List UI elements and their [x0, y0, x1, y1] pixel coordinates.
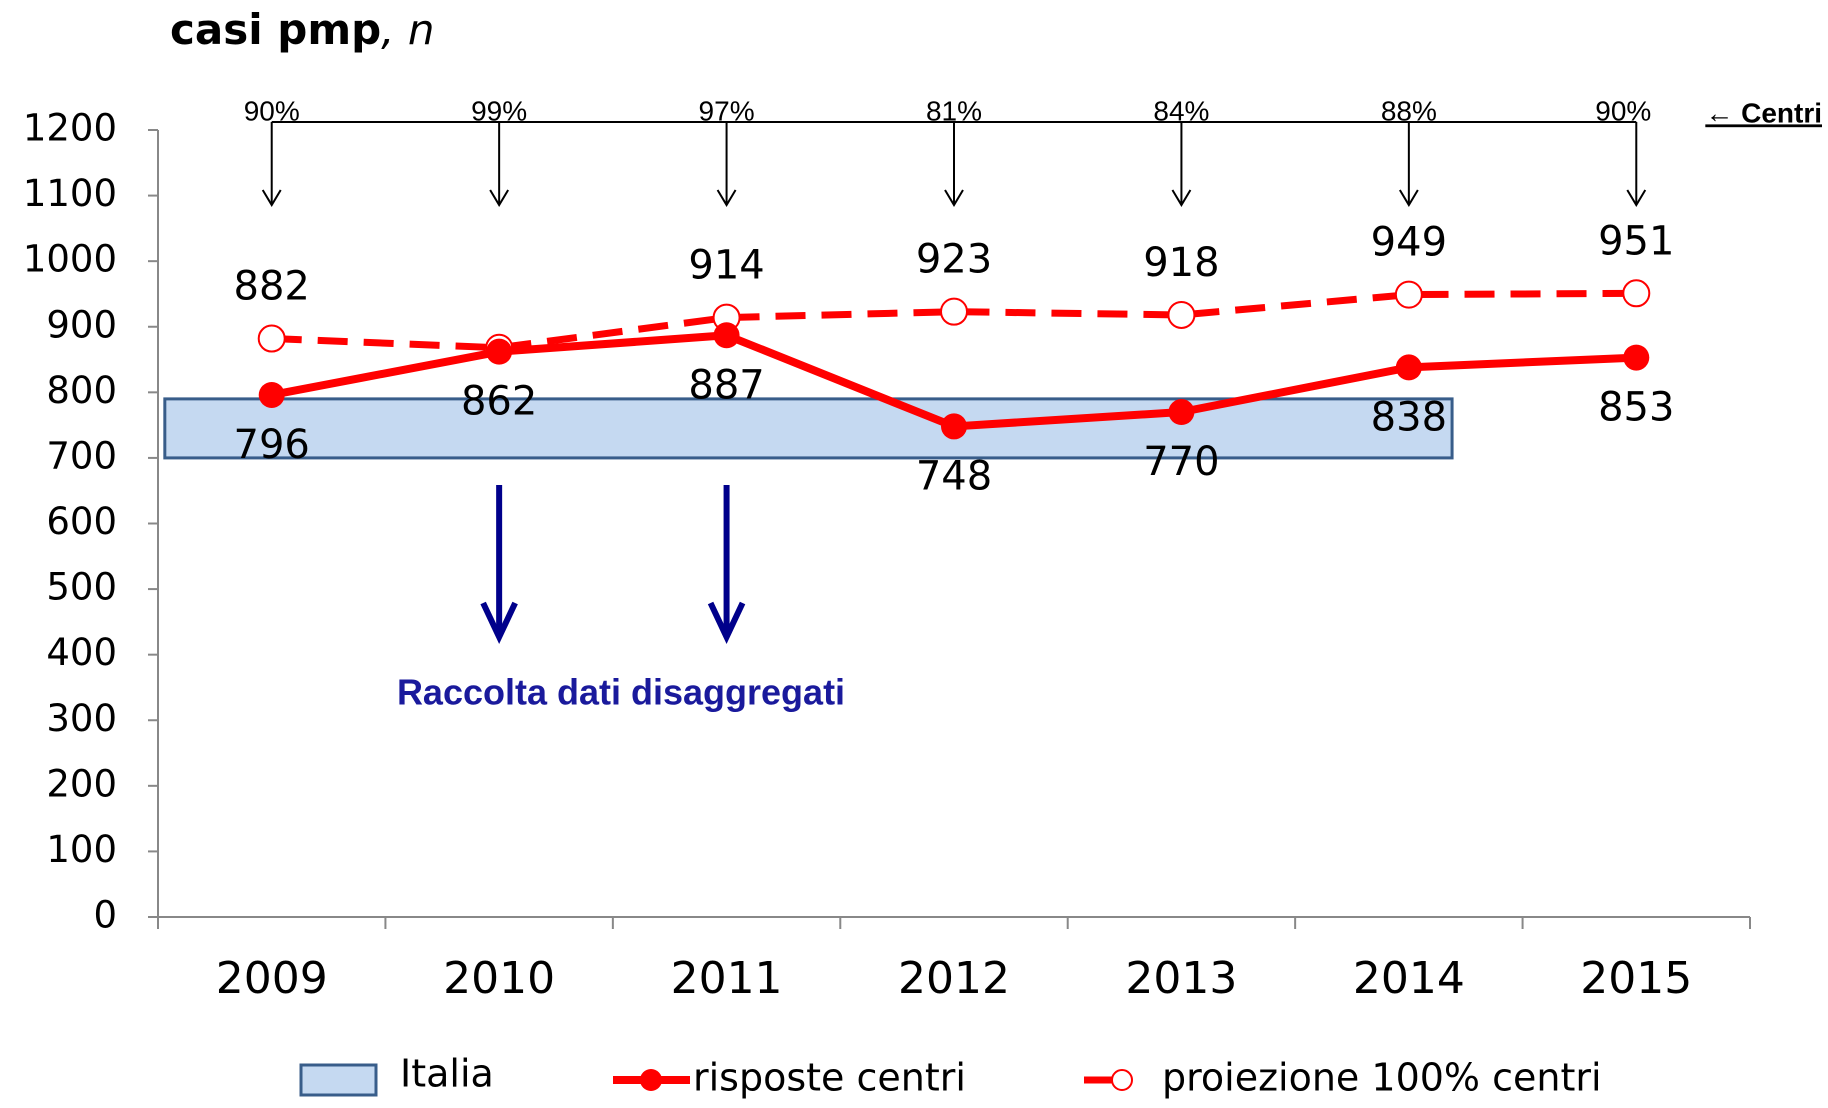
data-label: 862	[461, 379, 537, 425]
x-tick-label: 2015	[1580, 953, 1692, 1004]
blue-arrow-head	[707, 601, 746, 645]
point	[1395, 354, 1422, 381]
centri-arrow-head	[944, 189, 964, 207]
x-tick-label: 2009	[216, 953, 328, 1004]
y-tick-label: 1200	[23, 107, 117, 150]
y-tick-label: 500	[46, 566, 117, 609]
data-label: 914	[688, 243, 764, 289]
data-label: 853	[1598, 385, 1674, 431]
legend-label: Italia	[400, 1052, 494, 1096]
data-label: 748	[916, 453, 992, 499]
legend-label: proiezione 100% centri	[1162, 1056, 1602, 1100]
legend-marker	[640, 1069, 662, 1091]
point	[940, 297, 968, 326]
data-label: 882	[234, 264, 310, 310]
title-suffix: , n	[381, 5, 434, 54]
centri-arrow-head	[261, 189, 282, 207]
x-tick-label: 2013	[1125, 953, 1237, 1004]
y-tick-label: 400	[46, 631, 117, 674]
x-tick-label: 2011	[671, 953, 783, 1004]
x-tick-label: 2010	[443, 953, 555, 1004]
centri-title: ← Centri	[1705, 97, 1822, 128]
y-tick-label: 800	[46, 369, 117, 412]
point	[257, 324, 286, 353]
data-label: 887	[688, 362, 764, 408]
point	[1622, 279, 1651, 308]
y-tick-label: 1000	[23, 238, 117, 281]
y-tick-label: 100	[46, 828, 117, 871]
centri-label: 88%	[1381, 95, 1437, 126]
data-label: 951	[1598, 218, 1674, 264]
legend-swatch	[299, 1063, 378, 1097]
chart-title: casi pmp, n	[170, 5, 434, 54]
point	[486, 338, 513, 365]
point	[1168, 399, 1195, 426]
data-label: 918	[1143, 240, 1219, 286]
data-label: 949	[1371, 220, 1447, 266]
legend-marker	[1111, 1069, 1133, 1091]
centri-arrow-head	[1626, 189, 1647, 207]
legend-label: risposte centri	[693, 1056, 966, 1100]
centri-label: 81%	[926, 95, 982, 126]
y-tick-label: 200	[46, 762, 117, 805]
centri-arrow-head	[1171, 189, 1192, 207]
y-tick-label: 600	[46, 500, 117, 543]
centri-label: 84%	[1153, 95, 1209, 126]
x-tick-label: 2012	[898, 953, 1010, 1004]
centri-label: 99%	[471, 95, 527, 126]
centri-label: 90%	[244, 95, 300, 126]
point	[713, 322, 740, 349]
centri-arrow-head	[716, 189, 737, 207]
y-tick-label: 0	[93, 894, 117, 937]
title-main: casi pmp	[170, 5, 381, 54]
point	[1167, 300, 1196, 329]
point	[258, 381, 285, 408]
y-tick-label: 300	[46, 697, 117, 740]
y-tick-label: 900	[46, 303, 117, 346]
centri-arrow-head	[489, 189, 510, 207]
point	[941, 413, 967, 440]
point	[1623, 344, 1650, 371]
italia-band	[163, 397, 1454, 460]
annotation: Raccolta dati disaggregati	[397, 672, 845, 713]
y-tick-label: 700	[46, 434, 117, 477]
blue-arrow-head	[480, 601, 518, 645]
data-label: 770	[1143, 439, 1219, 485]
centri-label: 97%	[699, 95, 755, 126]
centri-arrow-head	[1399, 189, 1419, 207]
x-tick-label: 2014	[1353, 953, 1465, 1004]
data-label: 923	[916, 237, 992, 283]
point	[1394, 280, 1423, 309]
y-tick-label: 1100	[23, 172, 117, 215]
centri-label: 90%	[1595, 95, 1651, 126]
data-label: 838	[1371, 394, 1447, 440]
data-label: 796	[234, 422, 310, 468]
